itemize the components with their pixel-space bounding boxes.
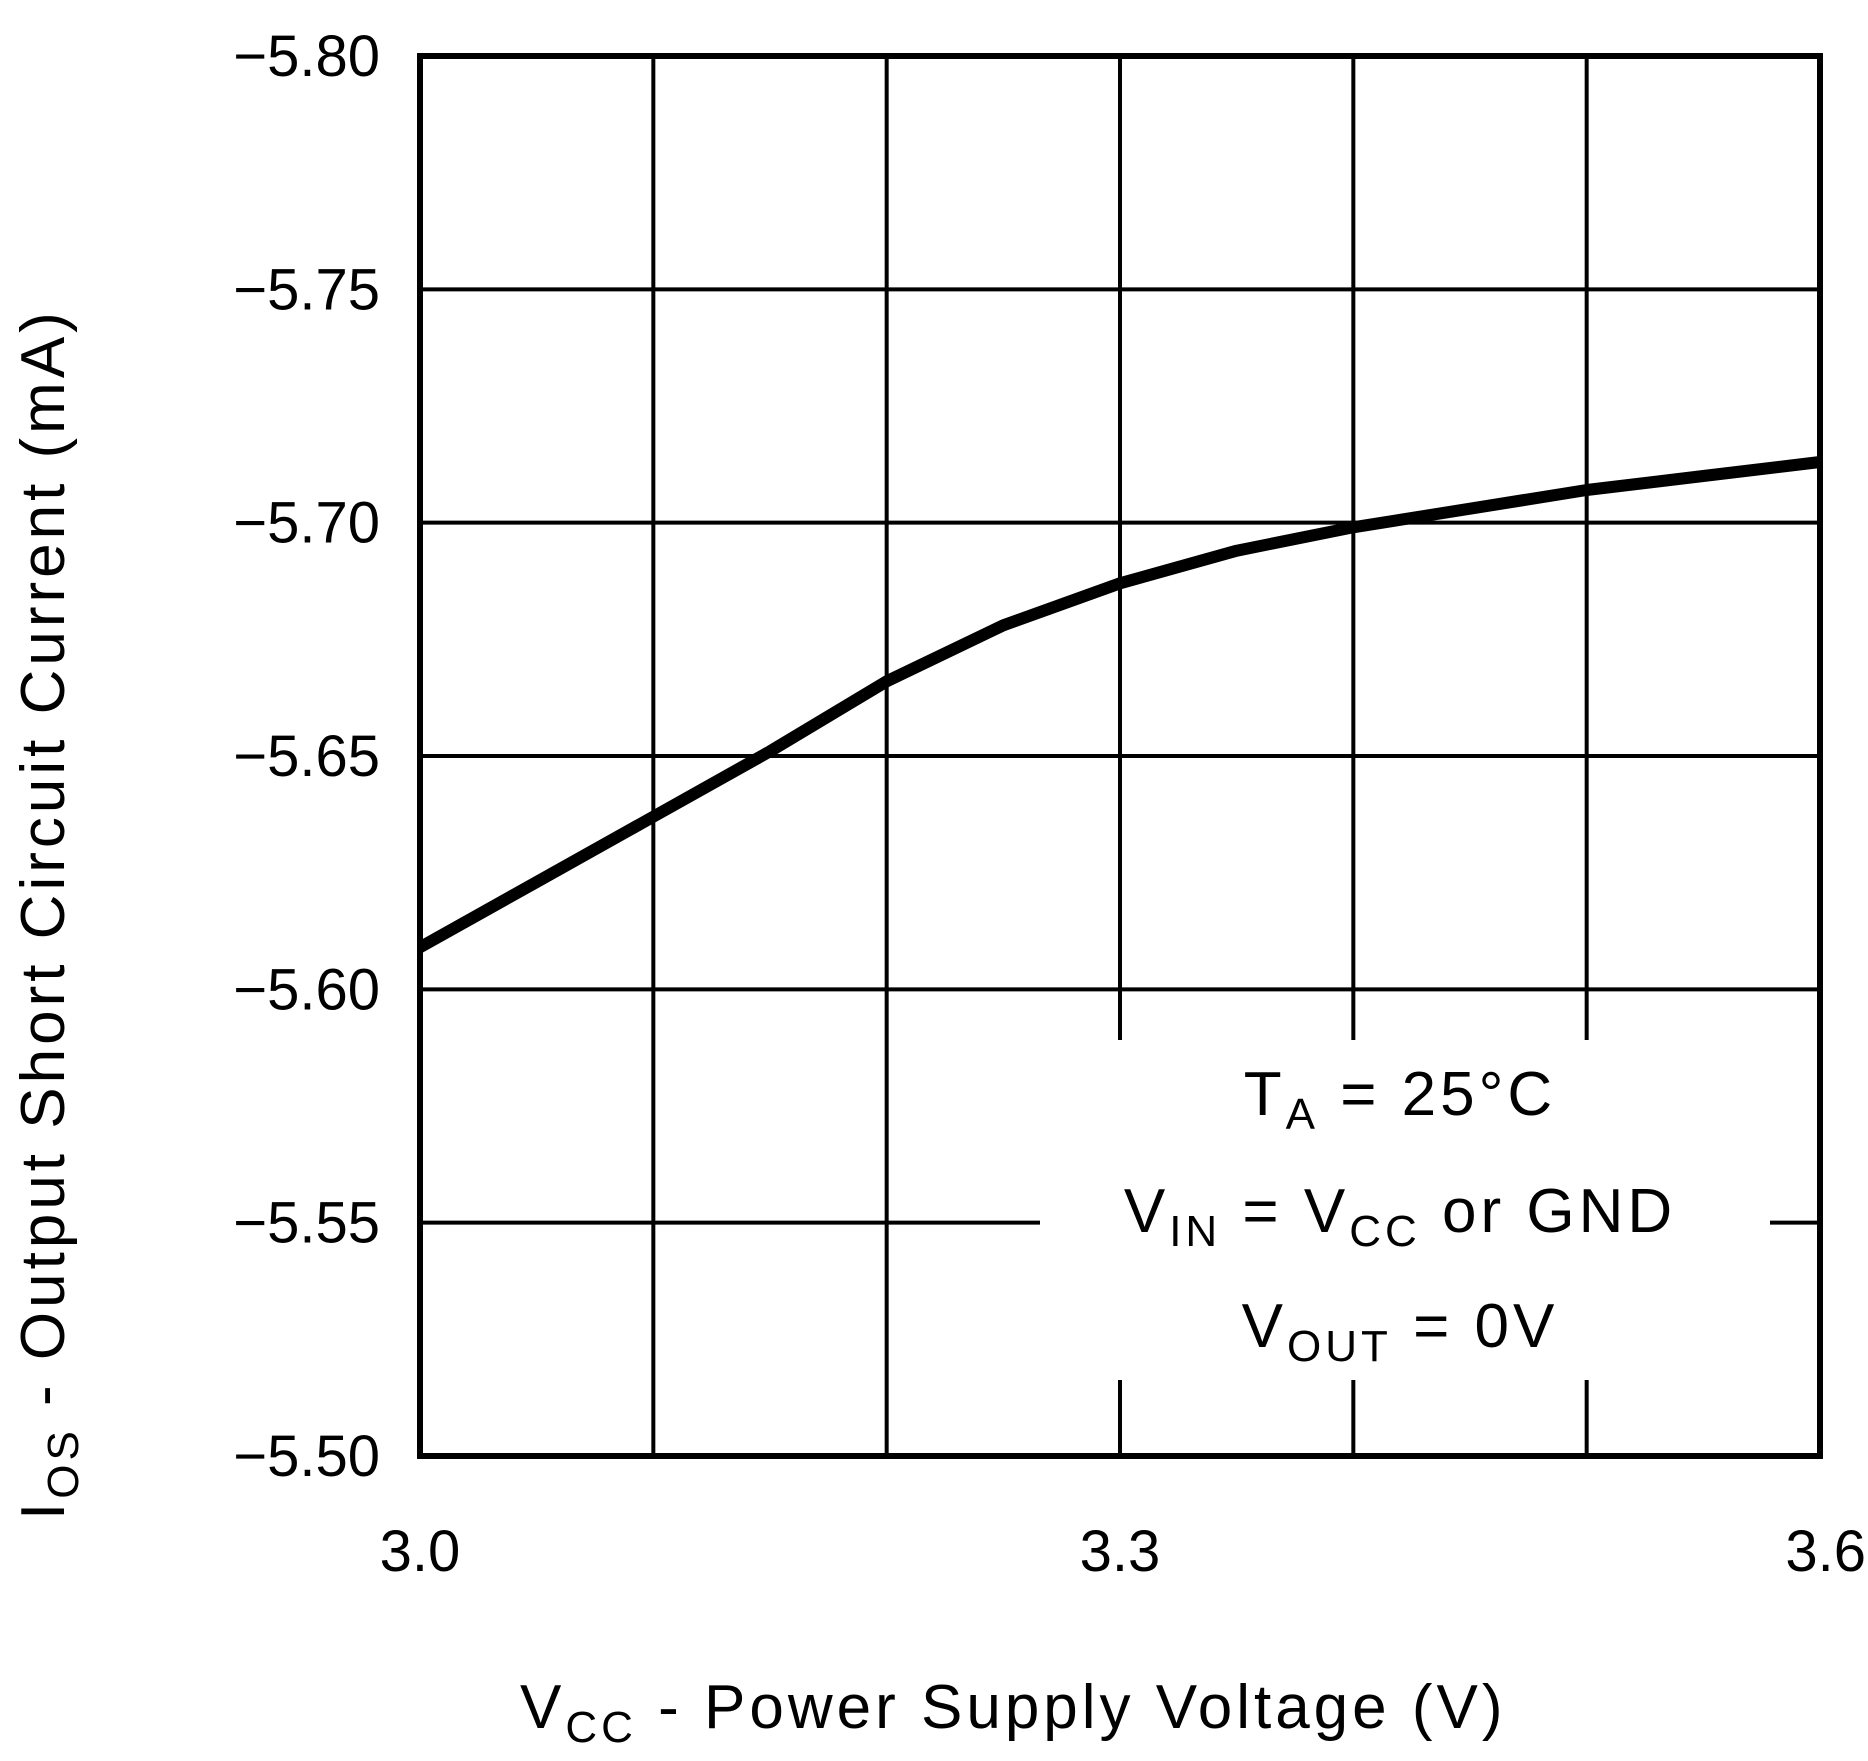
y-tick-label: −5.50 [233, 1424, 380, 1489]
x-tick-labels: 3.0 3.3 3.6 [380, 1519, 1866, 1584]
x-tick-label: 3.3 [1080, 1519, 1161, 1584]
x-axis-title: VCC - Power Supply Voltage (V) [520, 1673, 1507, 1752]
y-tick-label: −5.60 [233, 957, 380, 1022]
annotation-input-voltage: VIN = VCC or GND [1124, 1177, 1676, 1256]
y-axis-title: IOS - Output Short Circuit Current (mA) [9, 308, 88, 1520]
y-tick-label: −5.70 [233, 491, 380, 556]
annotation-temperature: TA = 25°C [1244, 1060, 1556, 1139]
y-tick-label: −5.75 [233, 257, 380, 322]
x-tick-label: 3.6 [1785, 1519, 1866, 1584]
annotation-output-voltage: VOUT = 0V [1242, 1292, 1559, 1371]
annotation-box [1040, 1040, 1770, 1380]
y-tick-label: −5.55 [233, 1191, 380, 1256]
plot-frame [417, 53, 1823, 1459]
y-tick-labels: −5.80 −5.75 −5.70 −5.65 −5.60 −5.55 −5.50 [233, 24, 380, 1489]
annotation-background [1040, 1040, 1770, 1380]
x-tick-label: 3.0 [380, 1519, 461, 1584]
series-line [417, 456, 1821, 953]
y-tick-label: −5.80 [233, 24, 380, 89]
y-tick-label: −5.65 [233, 724, 380, 789]
